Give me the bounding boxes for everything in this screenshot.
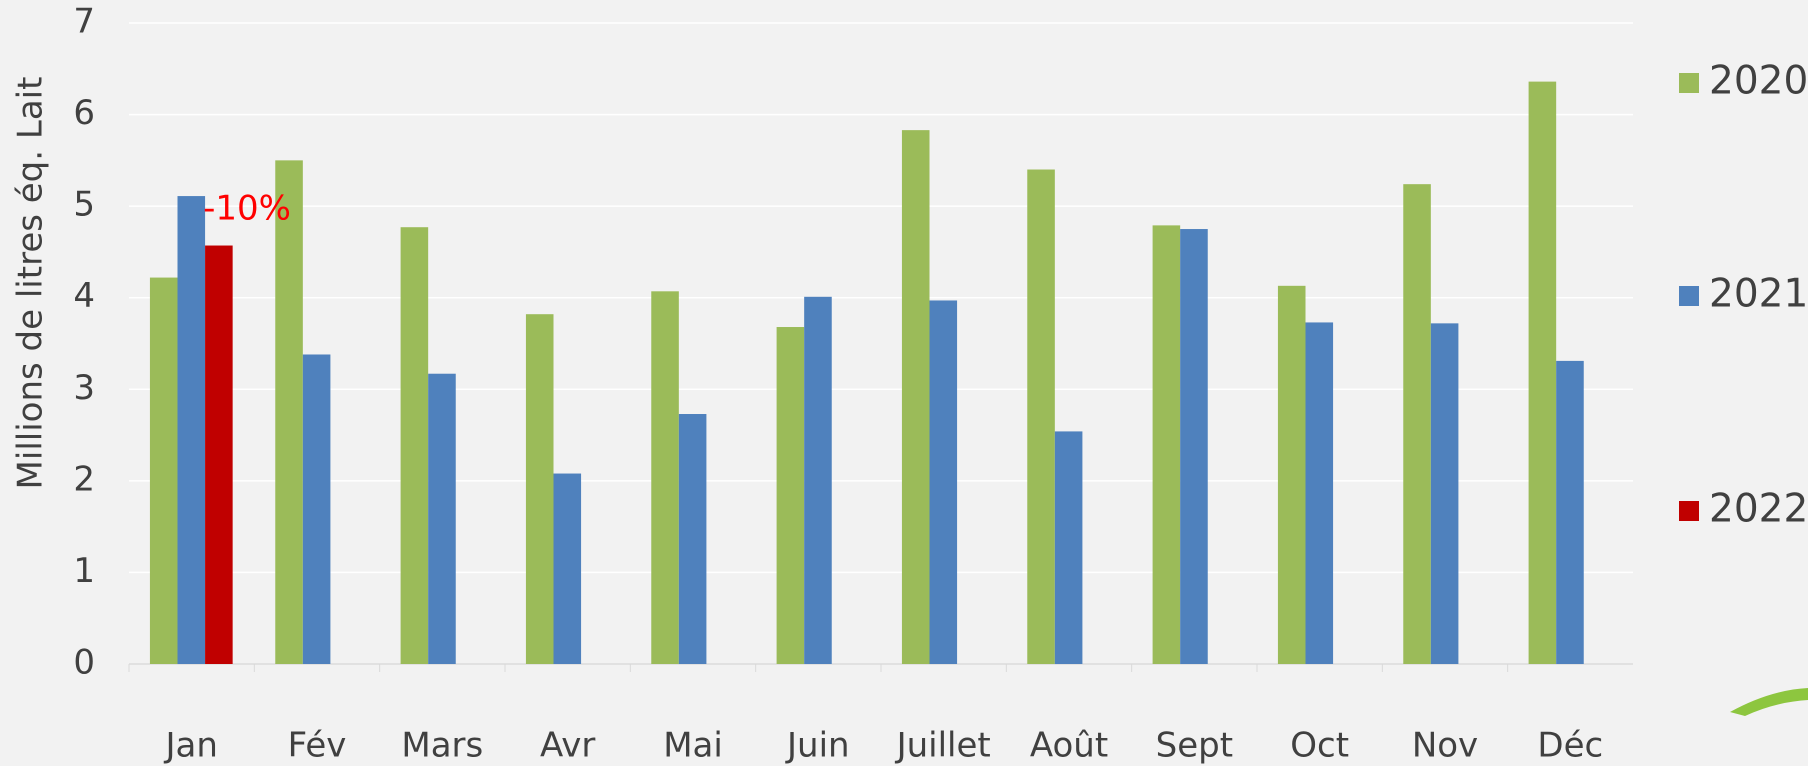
bar — [1430, 323, 1459, 664]
bar — [553, 473, 582, 664]
annotation: -10% — [203, 189, 291, 229]
x-tick-label: Mai — [663, 726, 723, 766]
bar — [428, 373, 456, 664]
bar — [1528, 81, 1557, 664]
bar — [1403, 184, 1431, 664]
bar — [1027, 169, 1055, 664]
bar — [149, 277, 178, 664]
logo — [1730, 688, 1808, 716]
bar — [804, 296, 832, 664]
y-tick-label: 0 — [73, 643, 95, 683]
x-tick-label: Août — [1030, 726, 1108, 766]
x-tick-label: Sept — [1156, 726, 1233, 766]
bar — [1556, 360, 1584, 664]
x-tick-label: Juin — [785, 726, 850, 766]
bar — [1305, 322, 1334, 664]
bar — [525, 314, 554, 664]
bar — [205, 245, 233, 665]
y-axis-title: Millions de litres éq. Lait — [11, 77, 51, 490]
legend-label: 2022 — [1709, 487, 1808, 532]
x-tick-label: Avr — [540, 726, 595, 766]
x-tick-label: Fév — [288, 726, 347, 766]
x-tick-label: Mars — [401, 726, 483, 766]
legend-label: 2020 — [1709, 59, 1808, 104]
y-tick-label: 6 — [73, 93, 95, 133]
y-tick-label: 7 — [73, 2, 95, 42]
bar — [651, 291, 679, 664]
bar — [302, 354, 331, 664]
bar — [929, 300, 958, 664]
bar — [177, 196, 206, 664]
legend-label: 2021 — [1709, 272, 1808, 317]
legend-swatch — [1679, 501, 1699, 521]
y-tick-label: 3 — [73, 368, 95, 408]
legend-swatch — [1679, 286, 1699, 306]
bar — [1054, 431, 1083, 664]
legend-swatch — [1679, 73, 1699, 93]
x-tick-label: Nov — [1412, 726, 1478, 766]
bar — [400, 227, 429, 664]
bar — [678, 414, 707, 664]
bar — [901, 130, 930, 665]
y-tick-label: 4 — [73, 276, 95, 316]
y-tick-label: 1 — [73, 551, 95, 591]
x-tick-label: Déc — [1537, 726, 1603, 766]
bar — [275, 160, 303, 664]
bar — [1152, 225, 1181, 664]
bar — [776, 327, 805, 664]
x-tick-label: Oct — [1290, 726, 1349, 766]
bar — [1180, 229, 1208, 665]
y-tick-label: 2 — [73, 459, 95, 499]
x-tick-label: Juillet — [895, 726, 991, 766]
bar — [1277, 285, 1306, 664]
y-tick-label: 5 — [73, 185, 95, 225]
x-tick-label: Jan — [163, 726, 217, 766]
